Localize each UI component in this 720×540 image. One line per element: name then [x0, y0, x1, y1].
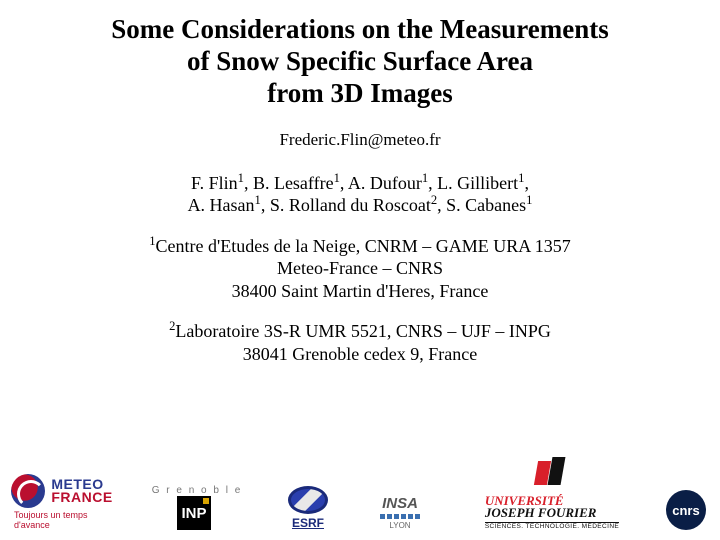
authors-line-2: A. Hasan1, S. Rolland du Roscoat2, S. Ca… [188, 194, 533, 217]
insa-dots-icon [380, 514, 420, 519]
title-line-1: Some Considerations on the Measurements [111, 14, 608, 46]
affil1-line1: 1Centre d'Etudes de la Neige, CNRM – GAM… [149, 235, 571, 258]
ujf-line2: JOSEPH FOURIER [485, 507, 619, 519]
affil2-line2: 38041 Grenoble cedex 9, France [169, 343, 551, 366]
esrf-label: ESRF [292, 516, 324, 530]
affil1-line2: Meteo-France – CNRS [149, 257, 571, 280]
logo-esrf: ESRF [278, 486, 338, 530]
affil2-line1: 2Laboratoire 3S-R UMR 5521, CNRS – UJF –… [169, 320, 551, 343]
logo-meteo-france: METEO FRANCE Toujours un temps d'avance [14, 474, 110, 530]
logo-row: METEO FRANCE Toujours un temps d'avance … [0, 457, 720, 530]
slide: Some Considerations on the Measurements … [0, 0, 720, 540]
authors-block: F. Flin1, B. Lesaffre1, A. Dufour1, L. G… [188, 172, 533, 217]
affil1-line3: 38400 Saint Martin d'Heres, France [149, 280, 571, 303]
insa-top: INSA [382, 495, 418, 512]
meteo-france-line2: FRANCE [51, 491, 112, 504]
insa-bottom: LYON [389, 521, 410, 530]
logo-grenoble-inp: G r e n o b l e INP [134, 485, 254, 530]
meteo-france-swirl-icon [11, 474, 45, 508]
title-line-3: from 3D Images [111, 78, 608, 110]
grenoble-inp-square-icon: INP [177, 496, 211, 530]
title: Some Considerations on the Measurements … [111, 14, 608, 110]
ujf-mark-icon [536, 457, 568, 489]
logo-ujf: UNIVERSITÉ JOSEPH FOURIER SCIENCES. TECH… [462, 457, 642, 530]
ujf-sub: SCIENCES. TECHNOLOGIE. MÉDECINE [485, 522, 619, 530]
logo-insa-lyon: INSA LYON [362, 495, 438, 530]
grenoble-inp-label: G r e n o b l e [152, 485, 243, 496]
affiliation-1: 1Centre d'Etudes de la Neige, CNRM – GAM… [149, 235, 571, 303]
meteo-france-tagline: Toujours un temps d'avance [14, 510, 110, 530]
esrf-ring-icon [288, 486, 328, 514]
affiliation-2: 2Laboratoire 3S-R UMR 5521, CNRS – UJF –… [169, 320, 551, 365]
contact-email: Frederic.Flin@meteo.fr [279, 130, 440, 150]
title-line-2: of Snow Specific Surface Area [111, 46, 608, 78]
logo-cnrs: cnrs [666, 490, 706, 530]
authors-line-1: F. Flin1, B. Lesaffre1, A. Dufour1, L. G… [188, 172, 533, 195]
